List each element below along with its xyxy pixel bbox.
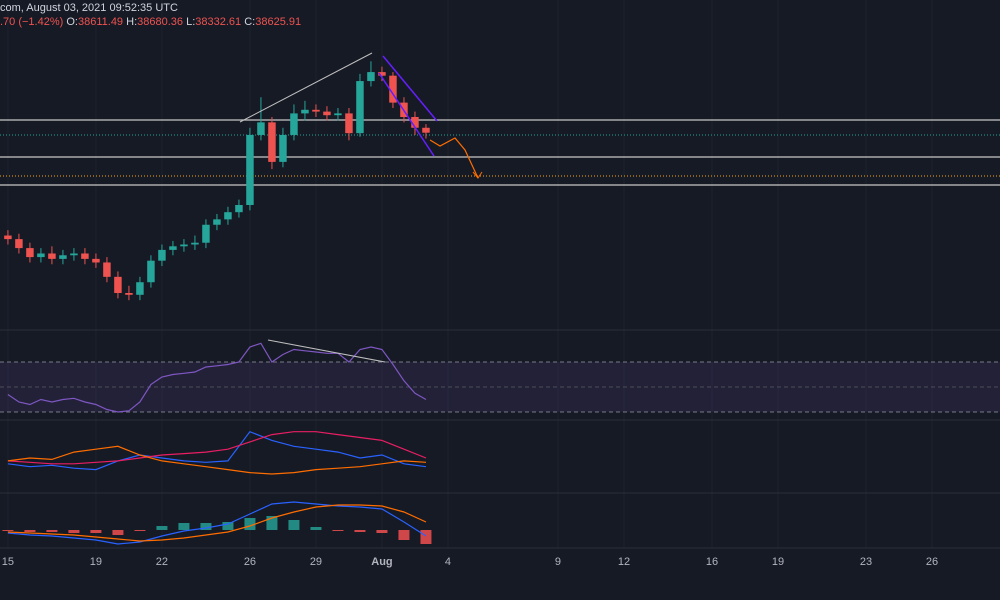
candle-body: [334, 113, 342, 116]
candle-body: [15, 239, 23, 249]
candle-body: [422, 127, 430, 133]
x-tick-label: 9: [555, 556, 561, 568]
candle-body: [114, 276, 122, 294]
candle-body: [158, 249, 166, 261]
histogram-bar: [332, 530, 344, 531]
x-tick-label: 12: [618, 556, 630, 568]
ohlc-label: H:: [126, 16, 137, 28]
candle-body: [301, 109, 309, 114]
ohlc-label: L:: [186, 16, 195, 28]
candle-body: [345, 113, 353, 134]
histogram-bar: [134, 530, 146, 531]
candle-body: [356, 81, 364, 134]
histogram-bar: [354, 530, 366, 532]
candle-body: [191, 242, 199, 245]
panel-separators: [0, 329, 1000, 549]
candle-body: [389, 75, 397, 103]
plots: [0, 61, 1000, 545]
histogram-bar: [376, 530, 388, 533]
candle-body: [70, 253, 78, 256]
series-line: [7, 504, 427, 542]
ohlc-label: C:: [244, 16, 255, 28]
candle-body: [246, 134, 254, 205]
histogram-bar: [310, 527, 322, 530]
histogram-bar: [24, 530, 36, 532]
candle-body: [136, 282, 144, 295]
histogram-bar: [156, 526, 168, 530]
x-tick-label: 16: [706, 556, 718, 568]
candle-body: [257, 122, 265, 135]
ohlc-value: 38611.49: [78, 16, 123, 28]
histogram-bar: [288, 520, 300, 530]
candle-body: [411, 116, 419, 128]
candle-body: [169, 246, 177, 250]
histogram-bar: [2, 530, 14, 531]
level-lines: [0, 119, 1000, 186]
candle-body: [312, 109, 320, 112]
candle-body: [213, 219, 221, 225]
x-tick-label: 4: [445, 556, 451, 568]
candle-body: [224, 212, 232, 220]
candle-body: [268, 122, 276, 162]
histogram-bar: [46, 530, 58, 532]
candle-body: [202, 224, 210, 243]
x-tick-label: 15: [2, 556, 14, 568]
candle-body: [147, 260, 155, 283]
header-title: com, August 03, 2021 09:52:35 UTC: [0, 2, 178, 14]
x-tick-label: 19: [90, 556, 102, 568]
drawings: [239, 52, 483, 363]
x-tick-label: 29: [310, 556, 322, 568]
series-line: [7, 430, 427, 471]
histogram-bar: [112, 530, 124, 535]
candle-body: [26, 248, 34, 258]
x-tick-label: Aug: [371, 556, 392, 568]
grid: [7, 0, 933, 548]
histogram-bar: [200, 523, 212, 530]
histogram-bar: [178, 523, 190, 530]
histogram-bar: [398, 530, 410, 540]
x-tick-label: 26: [926, 556, 938, 568]
candle-body: [48, 253, 56, 259]
series-line: [7, 501, 427, 545]
series-line: [7, 431, 427, 465]
candle-body: [4, 235, 12, 240]
candle-body: [81, 253, 89, 259]
x-tick-label: 19: [772, 556, 784, 568]
histogram-bar: [244, 518, 256, 530]
candle-body: [103, 262, 111, 277]
candle-body: [125, 293, 133, 295]
x-tick-label: 26: [244, 556, 256, 568]
histogram-bar: [266, 516, 278, 530]
change: .70 (−1.42%): [0, 16, 63, 28]
candle-body: [290, 113, 298, 135]
ohlc-label: O:: [66, 16, 78, 28]
histogram-bar: [420, 530, 432, 544]
candle-body: [59, 255, 67, 259]
histogram-bar: [222, 522, 234, 530]
candle-body: [180, 244, 188, 247]
candle-body: [37, 253, 45, 258]
series-line: [7, 445, 427, 475]
header-ohlc: .70 (−1.42%) O:38611.49 H:38680.36 L:383…: [0, 16, 301, 28]
candle-body: [279, 134, 287, 162]
series-line: [7, 342, 427, 413]
candle-body: [323, 111, 331, 116]
header: com, August 03, 2021 09:52:35 UTC .70 (−…: [0, 2, 301, 28]
x-tick-label: 22: [156, 556, 168, 568]
candle-body: [235, 204, 243, 213]
histogram-bar: [68, 530, 80, 533]
histogram-bar: [90, 530, 102, 533]
candle-body: [378, 72, 386, 76]
candle-body: [367, 72, 375, 82]
ohlc-value: 38625.91: [255, 16, 301, 28]
x-axis: 15 19 22 26 29 Aug 4 9 12 16 19 23 26: [2, 556, 938, 568]
candle-body: [92, 258, 100, 263]
ohlc-value: 38680.36: [137, 16, 183, 28]
x-tick-label: 23: [860, 556, 872, 568]
ohlc-value: 38332.61: [195, 16, 241, 28]
